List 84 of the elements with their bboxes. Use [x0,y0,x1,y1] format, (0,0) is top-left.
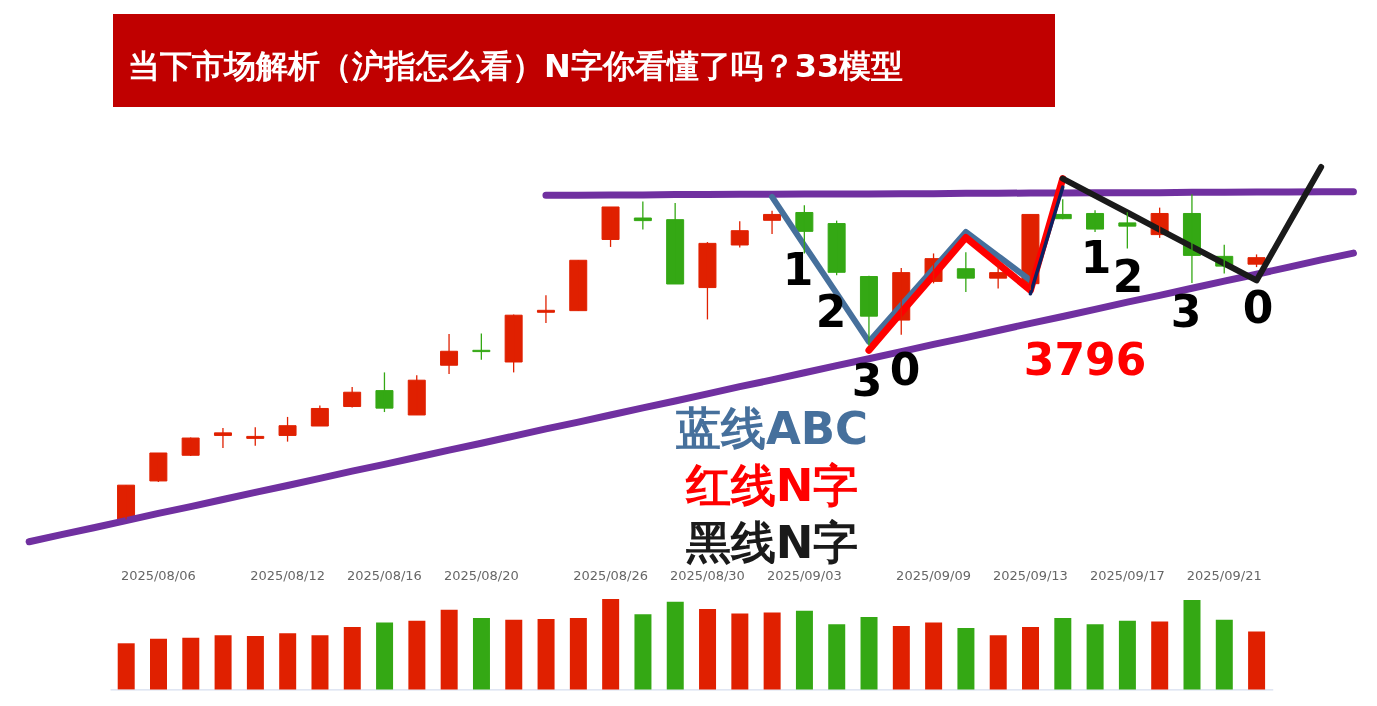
annotation: 3796 [1023,333,1147,385]
candlestick [407,374,426,416]
candlestick [310,404,329,427]
bar [924,622,942,690]
bar [666,601,684,690]
candlestick [569,259,588,311]
x-tick-label: 2025/09/13 [992,567,1068,583]
bar [1054,618,1072,690]
candlestick [698,241,717,320]
bar [440,610,458,690]
bar [375,622,393,690]
candlestick [375,371,394,413]
annotation: 2 [815,285,847,337]
bar [634,614,652,690]
text: 红线N字 [684,458,859,512]
bar [1215,619,1233,690]
bar [1021,627,1039,690]
bar [1151,621,1169,690]
bar [311,635,329,690]
candlestick [343,386,362,408]
bar [1118,620,1136,690]
candlestick [762,209,781,235]
annotation: 0 [889,343,921,395]
x-tick-label: 2025/08/12 [250,567,325,583]
annotation: 2 [1112,250,1144,302]
bar [117,643,135,690]
bar [214,635,232,690]
bar [1086,624,1104,690]
candlestick [633,200,652,230]
candlestick [181,436,200,457]
bar [505,619,523,690]
annotation: 1 [1080,231,1112,283]
candlestick [1085,209,1104,233]
bar [246,636,264,690]
annotation: 3 [1170,285,1202,337]
bar [892,626,910,690]
candlestick [666,202,685,285]
annotation: 0 [1242,281,1274,333]
x-tick-label: 2025/08/16 [346,567,422,583]
candlestick [601,206,620,248]
bar [408,620,426,690]
bar [698,609,716,690]
x-tick-label: 2025/09/09 [896,567,971,583]
candlestick [149,452,168,483]
candlestick [278,415,297,442]
bar [343,627,361,690]
bar [989,635,1007,690]
candlestick [213,427,232,449]
bar [569,618,587,690]
bar [795,610,813,690]
candlestick [504,313,523,373]
x-tick-label: 2025/09/17 [1089,567,1165,583]
x-tick-label: 2025/08/26 [573,567,648,583]
bar [860,617,878,690]
text: 黑线N字 [685,515,859,569]
candlestick [795,204,814,254]
bar [828,624,846,690]
bar [957,628,975,690]
bar [602,599,619,690]
chart-title: 当下市场解析（沪指怎么看）N字你看懂了吗？33模型 [128,46,904,86]
bar [182,638,200,690]
bar [1247,631,1265,690]
bar [149,638,167,690]
candlestick [730,220,749,248]
bar [472,618,490,690]
candlestick [859,274,878,346]
candlestick [827,219,846,276]
x-tick-label: 2025/08/30 [669,567,745,583]
candlestick [989,264,1008,289]
candlestick [536,294,555,324]
candlestick [956,251,975,293]
x-tick-label: 2025/09/03 [766,567,842,583]
bar [1183,600,1201,690]
candlestick [246,426,265,447]
x-tick-label: 2025/08/20 [443,567,519,583]
x-tick-label: 2025/09/21 [1186,567,1262,583]
bar [279,633,297,690]
candlestick [1118,211,1137,249]
bar [763,612,781,690]
x-tick-label: 2025/08/06 [120,567,196,583]
annotation: 1 [782,243,814,295]
bar [537,619,555,690]
candlestick [116,484,135,520]
bar [731,613,749,690]
